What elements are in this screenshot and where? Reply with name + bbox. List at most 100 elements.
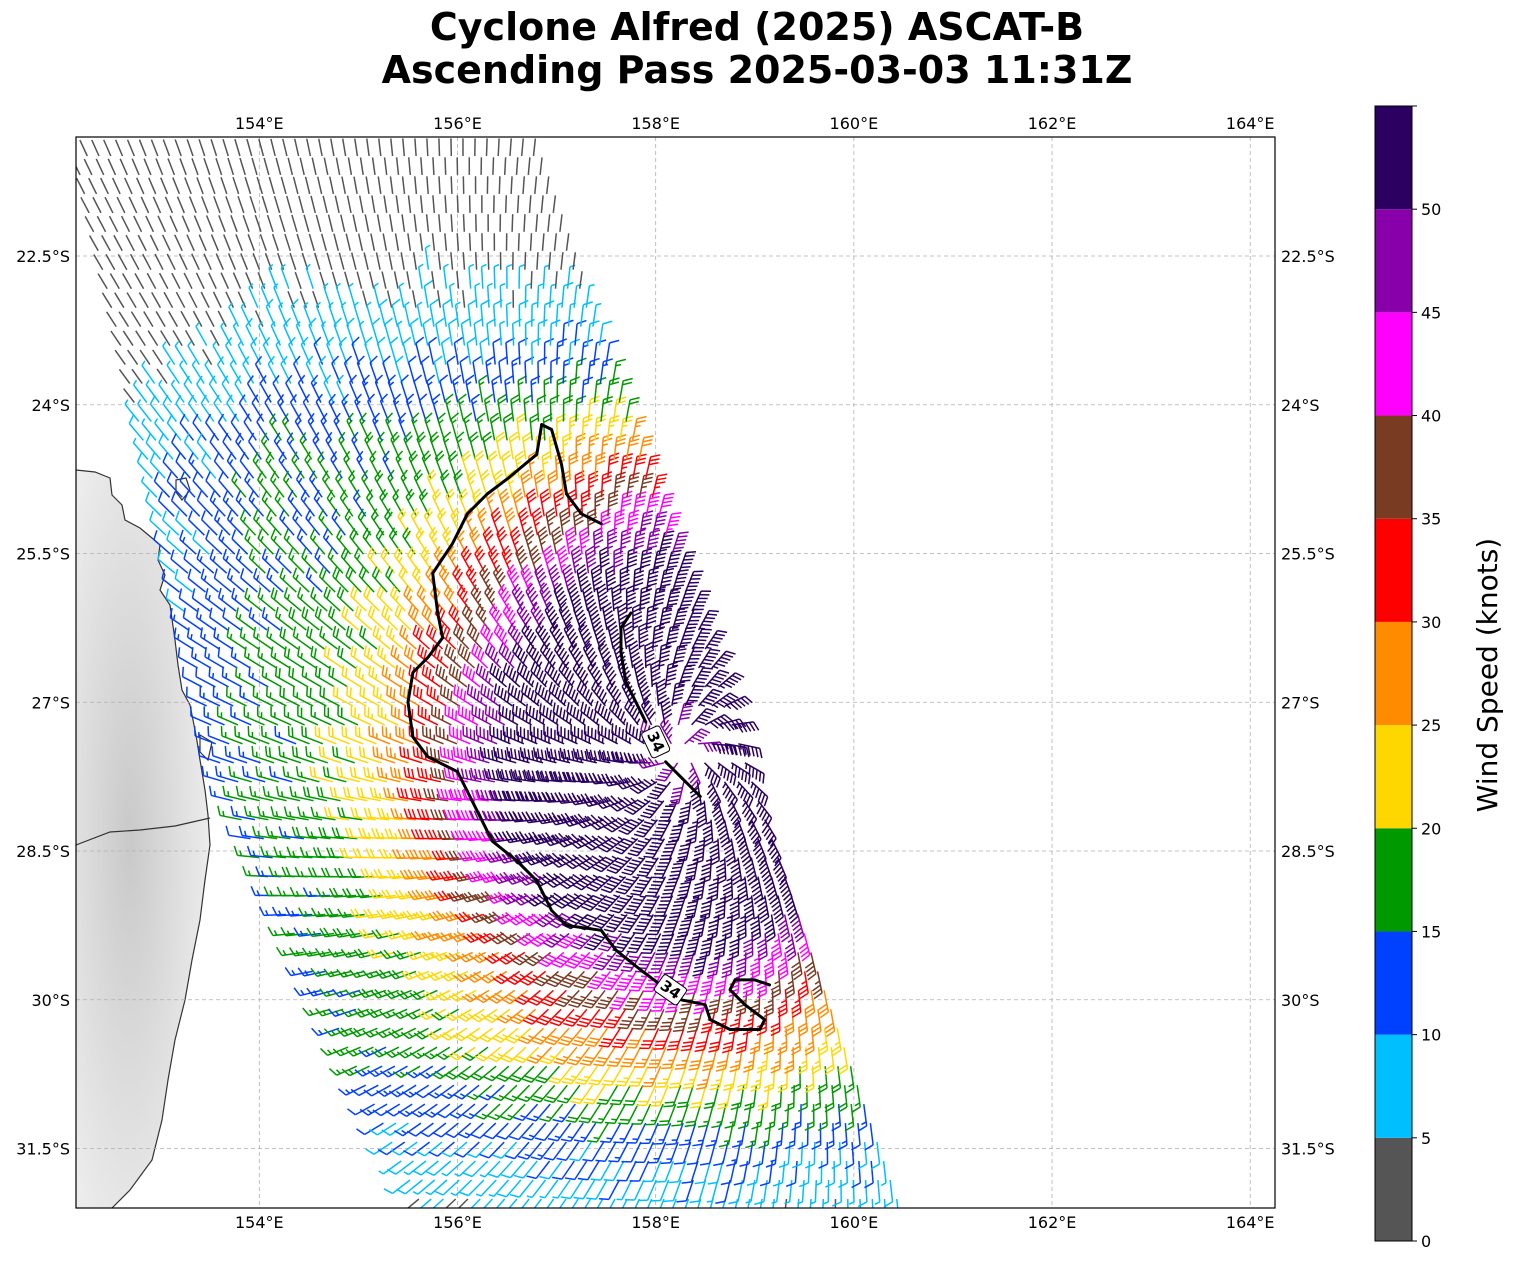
barb-half-flag	[395, 1090, 402, 1096]
barb-staff	[476, 1198, 493, 1208]
barb-full-flag	[312, 847, 318, 857]
barb-full-flag	[315, 1007, 323, 1017]
barb-half-flag	[194, 653, 197, 660]
barb-staff	[300, 137, 306, 138]
barb-full-flag	[314, 947, 322, 957]
barb-half-flag	[287, 771, 290, 778]
barb-half-flag	[238, 731, 240, 738]
wind-barb	[388, 1027, 417, 1039]
barb-full-flag	[278, 746, 281, 756]
barb-half-flag	[291, 969, 296, 976]
barb-full-flag	[181, 666, 185, 677]
barb-half-flag	[310, 831, 314, 837]
barb-full-flag	[338, 867, 344, 878]
barb-staff	[122, 137, 131, 138]
barb-staff	[205, 538, 223, 555]
wind-barb	[450, 1179, 473, 1196]
barb-staff	[117, 253, 128, 271]
wind-barb	[154, 418, 170, 441]
barb-staff	[183, 272, 193, 290]
barb-half-flag	[536, 1214, 541, 1219]
wind-barb	[109, 273, 120, 290]
barb-full-flag	[217, 805, 221, 816]
barb-half-flag	[162, 341, 167, 347]
barb-full-flag	[302, 1007, 310, 1016]
wind-barb	[230, 706, 252, 726]
barb-staff	[124, 177, 133, 195]
barb-half-flag	[321, 950, 326, 957]
barb-half-flag	[234, 653, 237, 659]
barb-half-flag	[308, 950, 313, 956]
barb-staff	[191, 253, 200, 271]
barb-staff	[364, 1122, 384, 1136]
barb-full-flag	[582, 1214, 592, 1222]
wind-barb	[216, 706, 239, 726]
barb-half-flag	[251, 672, 254, 679]
barb-half-flag	[299, 930, 304, 936]
wind-barb	[238, 745, 261, 764]
wind-barb	[209, 432, 225, 460]
barb-half-flag	[234, 594, 238, 601]
wind-barb	[243, 706, 265, 726]
barb-staff	[449, 1141, 468, 1158]
barb-full-flag	[258, 906, 265, 916]
barb-full-flag	[188, 452, 194, 462]
barb-full-flag	[385, 1109, 395, 1117]
barb-half-flag	[382, 1031, 388, 1037]
wind-barb	[208, 785, 233, 802]
barb-half-flag	[399, 1071, 406, 1076]
barb-full-flag	[225, 825, 230, 836]
barb-staff	[446, 1160, 464, 1177]
barb-staff	[208, 735, 230, 745]
barb-full-flag	[284, 906, 291, 917]
wind-barb	[158, 433, 174, 460]
barb-staff	[162, 519, 180, 536]
wind-barb	[162, 341, 176, 366]
barb-full-flag	[218, 529, 224, 540]
wind-barb	[287, 725, 310, 745]
barb-full-flag	[216, 706, 219, 717]
barb-half-flag	[256, 574, 260, 581]
barb-full-flag	[293, 927, 300, 937]
wind-barb	[76, 177, 86, 195]
barb-half-flag	[425, 1191, 431, 1196]
wind-barb	[157, 215, 167, 233]
wind-barb	[101, 235, 111, 252]
wind-barb	[425, 1179, 448, 1196]
wind-barb	[368, 1122, 397, 1136]
barb-staff	[170, 558, 189, 574]
barb-full-flag	[358, 929, 366, 939]
wind-barb	[432, 1122, 459, 1138]
wind-barb	[107, 158, 117, 176]
wind-barb	[178, 253, 188, 271]
barb-staff	[154, 422, 170, 441]
barb-staff	[118, 368, 131, 384]
barb-full-flag	[392, 1070, 402, 1078]
barb-half-flag	[203, 633, 206, 640]
barb-half-flag	[212, 497, 216, 504]
barb-half-flag	[322, 891, 326, 897]
wind-barb	[243, 646, 264, 669]
wind-barb	[182, 607, 203, 631]
barb-full-flag	[569, 1213, 579, 1221]
wind-barb	[433, 1179, 460, 1196]
barb-half-flag	[485, 1212, 490, 1217]
barb-full-flag	[255, 765, 259, 776]
barb-half-flag	[561, 1215, 566, 1219]
barb-full-flag	[349, 1029, 358, 1038]
barb-staff	[201, 519, 218, 536]
wind-barb	[183, 375, 198, 403]
barb-staff	[166, 480, 183, 498]
barb-full-flag	[362, 969, 370, 979]
wind-barb	[441, 1160, 464, 1177]
wind-barb	[192, 471, 209, 498]
wind-barb	[193, 137, 201, 138]
barb-half-flag	[283, 831, 287, 837]
barb-half-flag	[273, 771, 276, 778]
wind-barb	[278, 826, 304, 840]
barb-half-flag	[454, 1173, 460, 1177]
wind-barb	[205, 310, 215, 327]
barb-half-flag	[273, 653, 277, 659]
wind-barb	[139, 349, 151, 366]
wind-barb	[96, 215, 107, 233]
